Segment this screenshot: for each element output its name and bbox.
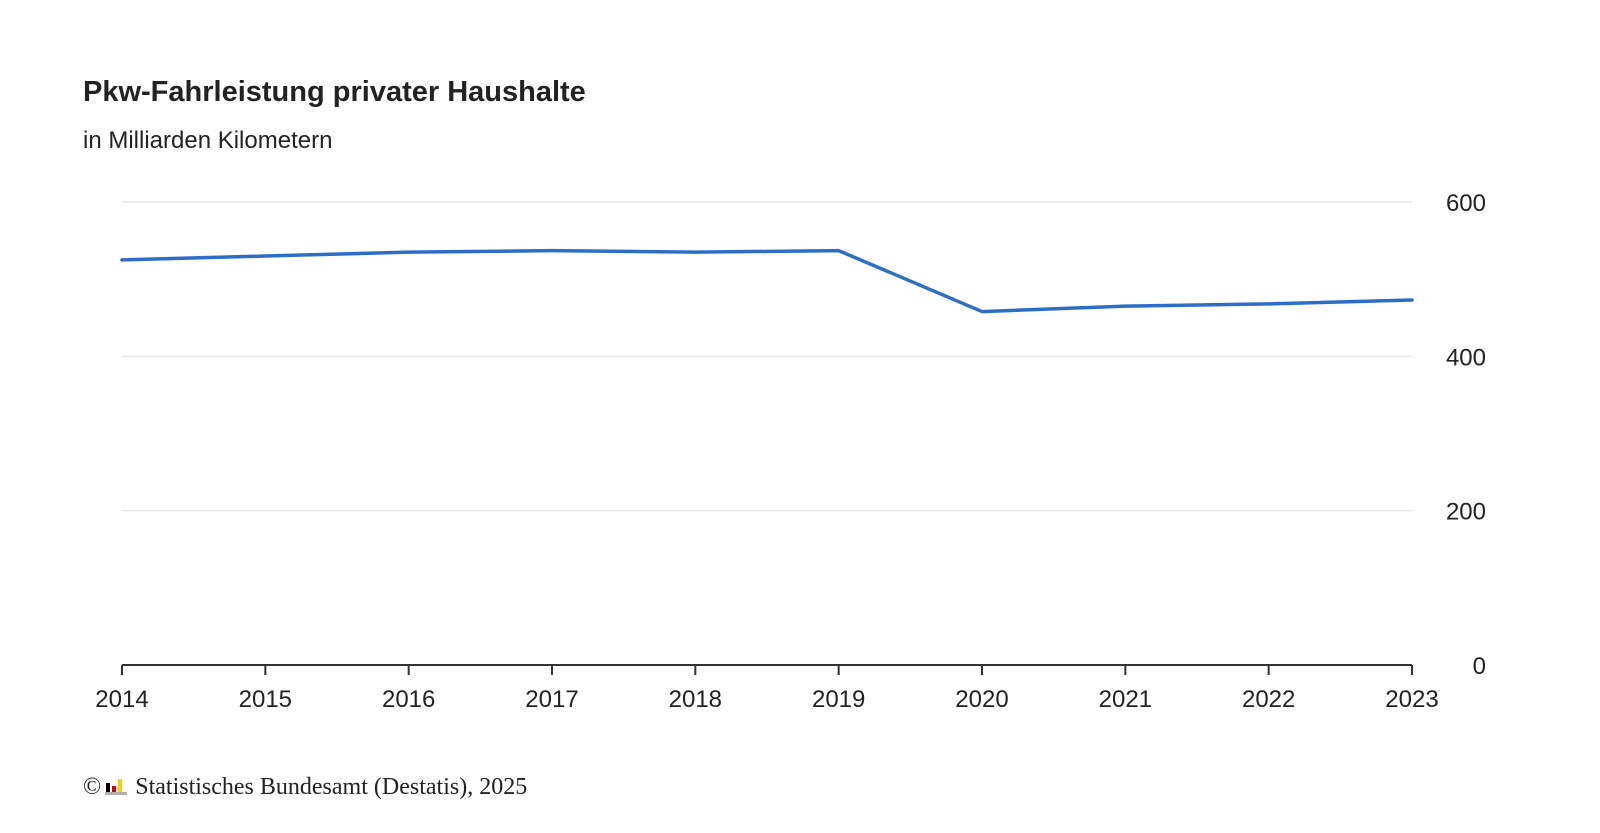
x-tick-label-2020: 2020 — [955, 686, 1008, 713]
data-point-2021[interactable] — [1119, 300, 1131, 312]
data-point-2018[interactable] — [689, 246, 701, 258]
gridlines — [122, 201, 1412, 512]
destatis-logo-icon — [105, 777, 128, 795]
x-tick-label-2014: 2014 — [95, 686, 148, 713]
data-point-2022[interactable] — [1263, 298, 1275, 310]
data-point-2017[interactable] — [546, 245, 558, 257]
x-tick-label-2016: 2016 — [382, 686, 435, 713]
x-tick-label-2021: 2021 — [1099, 686, 1152, 713]
source-text: Statistisches Bundesamt (Destatis), 2025 — [135, 774, 528, 800]
chart-subtitle: in Milliarden Kilometern — [83, 127, 333, 154]
x-tick-label-2022: 2022 — [1242, 686, 1295, 713]
series-layer — [116, 245, 1418, 318]
x-axis — [121, 664, 1413, 675]
series-line-0 — [120, 248, 1414, 314]
y-tick-label-200: 200 — [1446, 499, 1486, 526]
data-point-2014[interactable] — [116, 254, 128, 266]
y-tick-label-0: 0 — [1473, 653, 1486, 680]
chart-title: Pkw-Fahrleistung privater Haushalte — [83, 76, 586, 108]
x-tick-label-2015: 2015 — [239, 686, 292, 713]
copyright-symbol: © — [83, 774, 102, 800]
data-point-2019[interactable] — [833, 245, 845, 257]
x-axis-tick-labels: 2014 2015 2016 2017 2018 2019 2020 2021 2022 2023 — [95, 686, 1438, 713]
data-point-2020[interactable] — [976, 306, 988, 318]
data-point-2023[interactable] — [1406, 294, 1418, 306]
source-footer: © Statistisches Bundesamt (Destatis), 20… — [83, 774, 527, 801]
y-tick-label-400: 400 — [1446, 344, 1486, 371]
x-tick-label-2023: 2023 — [1385, 686, 1438, 713]
data-point-2015[interactable] — [259, 250, 271, 262]
x-tick-label-2019: 2019 — [812, 686, 865, 713]
y-tick-label-600: 600 — [1446, 190, 1486, 217]
data-point-2016[interactable] — [403, 246, 415, 258]
y-axis-tick-labels: 0 200 400 600 — [1446, 190, 1486, 680]
x-tick-label-2017: 2017 — [525, 686, 578, 713]
x-tick-label-2018: 2018 — [669, 686, 722, 713]
